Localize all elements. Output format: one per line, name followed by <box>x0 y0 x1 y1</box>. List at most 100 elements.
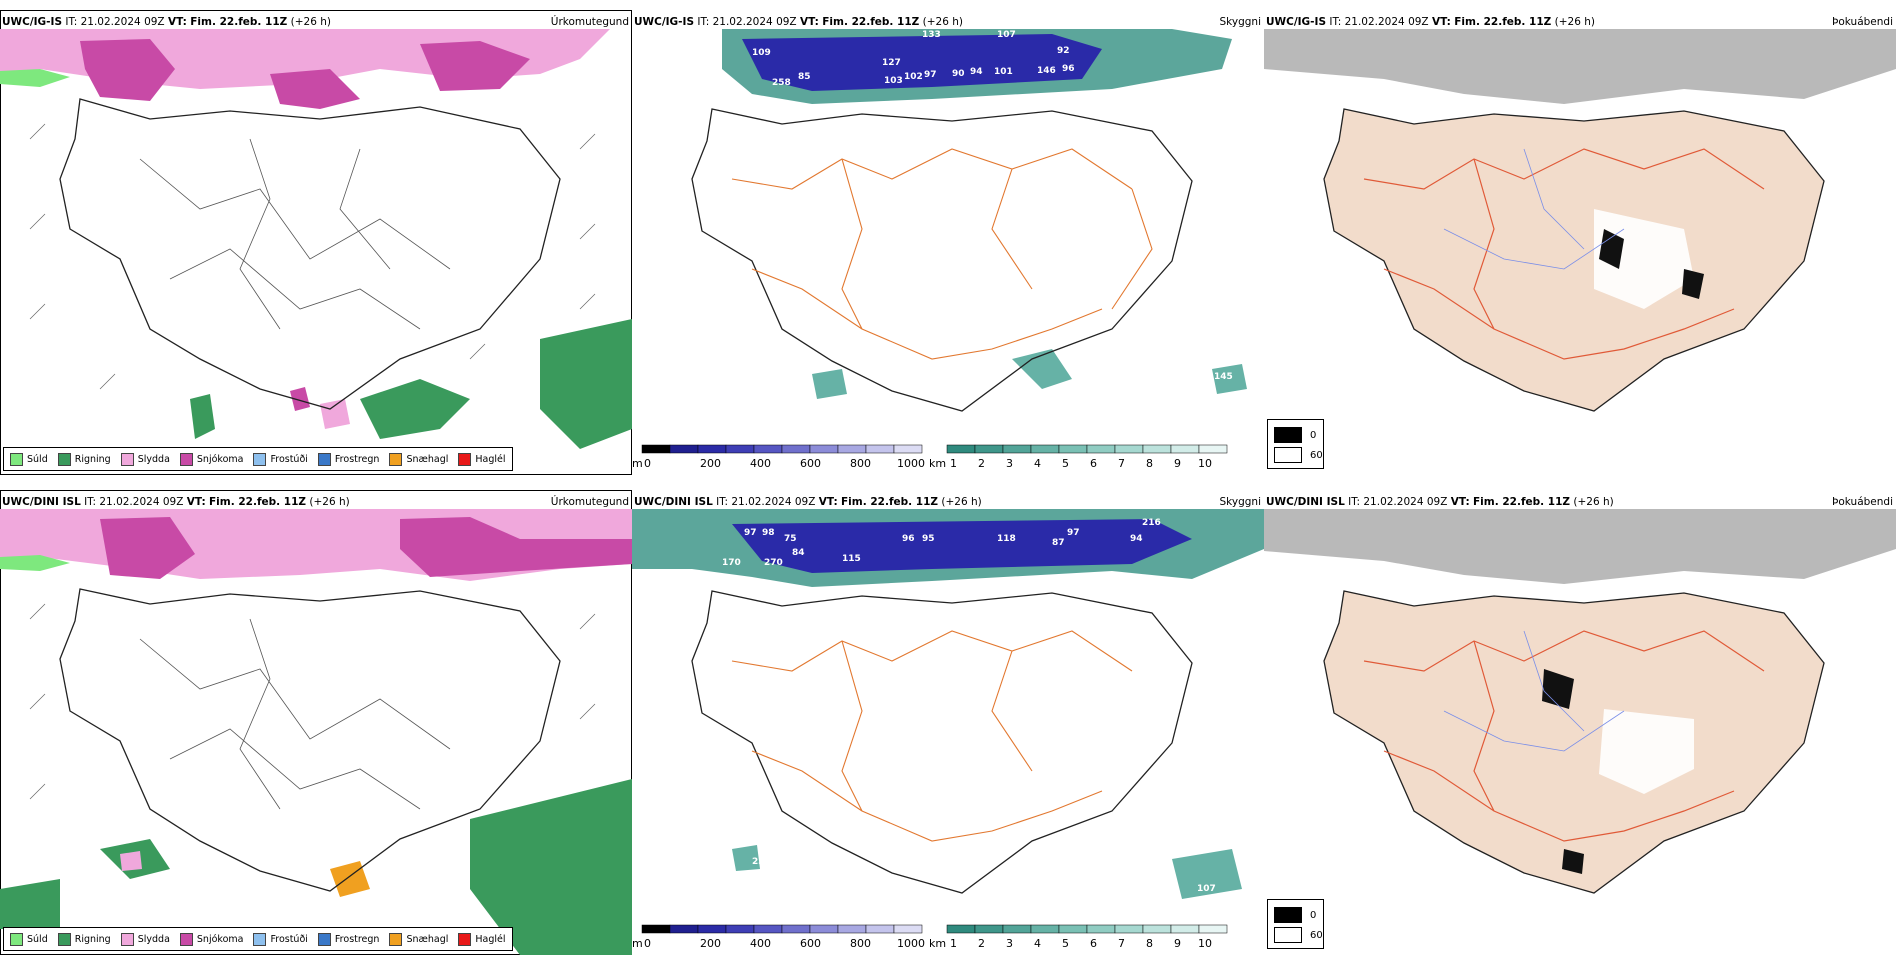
visibility-scale-block <box>725 924 755 934</box>
visibility-value-label: 97 <box>1067 528 1080 538</box>
fog-map <box>1264 29 1896 475</box>
visibility-scale-tick: 9 <box>1174 457 1181 470</box>
legend-item-freezing-drizzle: Frostúði <box>253 452 308 466</box>
visibility-scale-m-unit: m <box>632 457 643 470</box>
visibility-scale-m-blocks <box>641 444 923 454</box>
visibility-scale-block <box>837 444 867 454</box>
visibility-scale-tick: 5 <box>1062 937 1069 950</box>
legend-swatch <box>317 452 331 466</box>
legend-swatch <box>10 452 23 466</box>
panel-visibility-dini: UWC/DINI ISL IT: 21.02.2024 09Z VT: Fim.… <box>632 490 1264 955</box>
visibility-scale-block <box>697 924 727 934</box>
visibility-scale-block <box>641 444 671 454</box>
visibility-scale-block <box>1030 444 1060 454</box>
legend-swatch <box>389 932 403 946</box>
visibility-scale-tick: 1 <box>950 457 957 470</box>
visibility-scale-tick: 0 <box>644 457 651 470</box>
visibility-scale-block <box>893 924 923 934</box>
visibility-scale-block <box>865 444 895 454</box>
panel-title: UWC/IG-IS IT: 21.02.2024 09Z VT: Fim. 22… <box>634 16 963 28</box>
visibility-scale-block <box>1198 444 1228 454</box>
visibility-scale-block <box>725 444 755 454</box>
panel-title: UWC/DINI ISL IT: 21.02.2024 09Z VT: Fim.… <box>1266 496 1614 508</box>
visibility-value-label: 115 <box>842 554 861 564</box>
panel-variable-label: Þokuábendi <box>1832 16 1893 28</box>
fog-legend-black-swatch <box>1274 907 1302 923</box>
visibility-scale-km-unit: km <box>929 937 946 950</box>
panel-title: UWC/DINI ISL IT: 21.02.2024 09Z VT: Fim.… <box>634 496 982 508</box>
legend-swatch <box>179 452 193 466</box>
visibility-value-label: 97 <box>924 70 937 80</box>
visibility-value-label: 96 <box>1062 64 1075 74</box>
visibility-scale-block <box>1198 924 1228 934</box>
visibility-scale-tick: 3 <box>1006 457 1013 470</box>
legend-swatch <box>120 452 134 466</box>
visibility-scale-tick: 800 <box>850 937 871 950</box>
visibility-value-label: 216 <box>1142 518 1161 528</box>
visibility-value-label: 75 <box>784 534 797 544</box>
visibility-value-label: 94 <box>970 67 983 77</box>
panel-fog-indicator-igis: UWC/IG-IS IT: 21.02.2024 09Z VT: Fim. 22… <box>1264 10 1896 475</box>
panel-variable-label: Skyggni <box>1219 496 1262 508</box>
visibility-value-label: 90 <box>952 69 965 79</box>
legend-item-hail: Haglél <box>458 452 506 466</box>
visibility-scale-block <box>1114 924 1144 934</box>
visibility-scale-block <box>1030 924 1060 934</box>
visibility-scale-tick: 2 <box>978 937 985 950</box>
visibility-value-label: 87 <box>1052 538 1065 548</box>
visibility-scale-tick: 6 <box>1090 937 1097 950</box>
visibility-scale-tick: 600 <box>800 937 821 950</box>
visibility-scale-tick: 10 <box>1198 937 1212 950</box>
visibility-value-label: 101 <box>994 67 1013 77</box>
legend-swatch <box>57 452 71 466</box>
panel-precip-type-dini: UWC/DINI ISL IT: 21.02.2024 09Z VT: Fim.… <box>0 490 632 955</box>
visibility-value-label: 107 <box>997 30 1016 40</box>
visibility-scale-block <box>893 444 923 454</box>
legend-swatch <box>458 932 472 946</box>
visibility-value-label: 98 <box>762 528 775 538</box>
visibility-scale-tick: 4 <box>1034 937 1041 950</box>
visibility-value-label: 96 <box>902 534 915 544</box>
fog-legend-white-swatch <box>1274 927 1302 943</box>
visibility-scale-km-blocks <box>946 924 1228 934</box>
legend-item-sleet: Slydda <box>120 932 170 946</box>
visibility-scale-block <box>1170 444 1200 454</box>
visibility-scale-block <box>1058 924 1088 934</box>
panel-fog-indicator-dini: UWC/DINI ISL IT: 21.02.2024 09Z VT: Fim.… <box>1264 490 1896 955</box>
visibility-scale-tick: 8 <box>1146 937 1153 950</box>
visibility-value-label: 258 <box>772 78 791 88</box>
legend-item-sleet: Slydda <box>120 452 170 466</box>
visibility-scale-m-unit: m <box>632 937 643 950</box>
visibility-color-scale: m 0 200 400 600 800 1000 km 1 2 3 4 5 6 … <box>632 923 1264 953</box>
visibility-scale-block <box>697 444 727 454</box>
visibility-scale-block <box>974 444 1004 454</box>
visibility-value-label: 107 <box>1197 884 1216 894</box>
visibility-scale-tick: 400 <box>750 457 771 470</box>
visibility-value-label: 92 <box>1057 46 1070 56</box>
legend-item-snow: Snjókoma <box>179 452 243 466</box>
visibility-scale-block <box>753 444 783 454</box>
legend-item-hail: Haglél <box>458 932 506 946</box>
panel-variable-label: Þokuábendi <box>1832 496 1893 508</box>
visibility-value-label: 170 <box>722 558 741 568</box>
visibility-scale-tick: 10 <box>1198 457 1212 470</box>
fog-map <box>1264 509 1896 955</box>
visibility-scale-block <box>946 444 976 454</box>
visibility-map: 97 98 75 84 170 270 115 96 95 118 97 94 … <box>632 509 1264 955</box>
legend-swatch <box>389 452 403 466</box>
visibility-scale-block <box>1086 924 1116 934</box>
visibility-scale-tick: 9 <box>1174 937 1181 950</box>
precip-map <box>0 29 632 475</box>
visibility-scale-block <box>809 924 839 934</box>
legend-item-snow: Snjókoma <box>179 932 243 946</box>
visibility-value-label: 23 <box>752 857 765 867</box>
legend-item-rain: Rigning <box>57 452 111 466</box>
panel-variable-label: Úrkomutegund <box>550 496 629 508</box>
visibility-scale-km-unit: km <box>929 457 946 470</box>
visibility-scale-tick: 6 <box>1090 457 1097 470</box>
visibility-scale-block <box>946 924 976 934</box>
visibility-scale-tick: 200 <box>700 457 721 470</box>
visibility-scale-block <box>1002 924 1032 934</box>
precip-type-legend: Súld Rigning Slydda Snjókoma Frostúði Fr… <box>3 927 513 951</box>
panel-visibility-igis: UWC/IG-IS IT: 21.02.2024 09Z VT: Fim. 22… <box>632 10 1264 475</box>
